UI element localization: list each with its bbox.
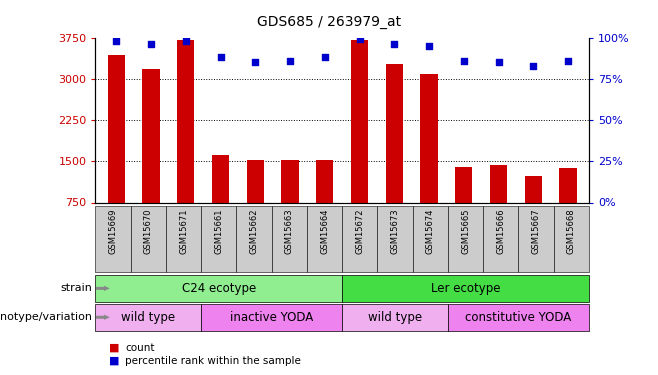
Bar [247,160,264,202]
Text: constitutive YODA: constitutive YODA [465,311,572,324]
Bar [559,168,577,202]
Text: genotype/variation: genotype/variation [0,312,92,322]
Text: Ler ecotype: Ler ecotype [431,282,500,295]
Text: ■: ■ [109,356,119,366]
Text: count: count [125,343,155,353]
Text: GSM15672: GSM15672 [355,208,365,254]
Text: GSM15665: GSM15665 [461,208,470,254]
Point [424,43,434,49]
Point [563,58,573,64]
Point [250,59,261,65]
Point [389,41,399,47]
Text: GSM15673: GSM15673 [391,208,399,254]
Text: GSM15664: GSM15664 [320,208,329,254]
Text: wild type: wild type [121,311,175,324]
Bar [212,154,229,203]
Bar [490,165,507,202]
Text: GDS685 / 263979_at: GDS685 / 263979_at [257,15,401,29]
Text: wild type: wild type [368,311,422,324]
Text: GSM15661: GSM15661 [215,208,223,254]
Point [320,54,330,60]
Text: GSM15670: GSM15670 [144,208,153,254]
Text: ■: ■ [109,343,119,353]
Text: inactive YODA: inactive YODA [230,311,313,324]
Text: GSM15667: GSM15667 [532,208,540,254]
Bar [386,64,403,203]
Point [354,36,365,42]
Bar [107,55,125,202]
Point [459,58,469,64]
Text: GSM15662: GSM15662 [249,208,259,254]
Point [528,63,538,69]
Bar [524,176,542,202]
Point [111,38,122,44]
Text: GSM15666: GSM15666 [496,208,505,254]
Bar [420,74,438,202]
Bar [177,40,195,203]
Point [146,41,157,47]
Point [285,58,295,64]
Bar [351,40,368,203]
Point [215,54,226,60]
Bar [316,160,334,202]
Text: C24 ecotype: C24 ecotype [182,282,256,295]
Bar [455,167,472,202]
Point [494,59,504,65]
Text: strain: strain [61,284,92,293]
Text: GSM15668: GSM15668 [567,208,576,254]
Text: GSM15671: GSM15671 [179,208,188,254]
Bar [282,160,299,202]
Bar [142,69,160,203]
Text: percentile rank within the sample: percentile rank within the sample [125,356,301,366]
Point [180,38,191,44]
Text: GSM15669: GSM15669 [109,208,118,254]
Text: GSM15674: GSM15674 [426,208,435,254]
Text: GSM15663: GSM15663 [285,208,293,254]
